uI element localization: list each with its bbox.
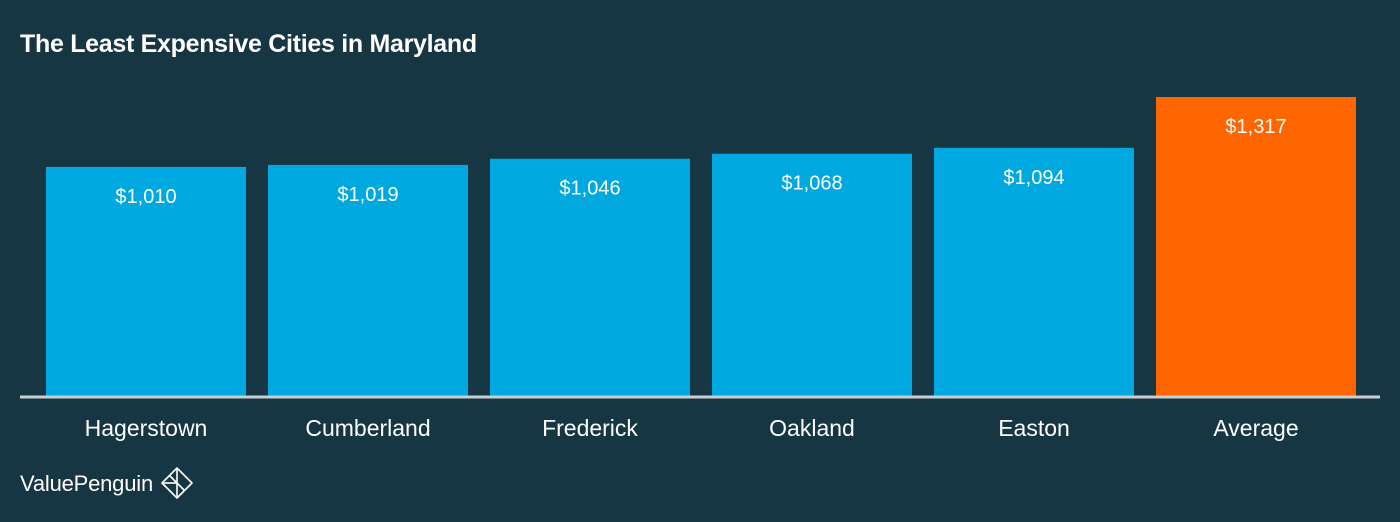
bar-average [1156, 97, 1356, 397]
category-label-cumberland: Cumberland [305, 415, 430, 441]
bar-frederick [490, 158, 690, 397]
bar-cumberland [268, 164, 468, 397]
value-label-easton: $1,094 [1003, 167, 1064, 189]
valuepenguin-logo-icon [159, 466, 195, 502]
brand-footer: ValuePenguin [20, 466, 195, 502]
value-label-frederick: $1,046 [559, 178, 620, 200]
labels-layer: $1,010 Hagerstown $1,019 Cumberland $1,046 Fr… [85, 116, 1299, 441]
category-label-frederick: Frederick [542, 415, 638, 441]
category-label-average: Average [1213, 415, 1298, 441]
bar-hagerstown [46, 166, 246, 397]
bar-easton [934, 147, 1134, 397]
value-label-cumberland: $1,019 [337, 184, 398, 206]
chart-title: The Least Expensive Cities in Maryland [20, 30, 477, 58]
category-label-oakland: Oakland [769, 415, 855, 441]
brand-name: ValuePenguin [20, 471, 153, 496]
category-label-hagerstown: Hagerstown [85, 415, 208, 441]
value-label-oakland: $1,068 [781, 173, 842, 195]
bar-oakland [712, 153, 912, 397]
value-label-hagerstown: $1,010 [115, 186, 176, 208]
category-label-easton: Easton [998, 415, 1070, 441]
bars-layer [46, 97, 1356, 397]
value-label-average: $1,317 [1225, 116, 1286, 138]
